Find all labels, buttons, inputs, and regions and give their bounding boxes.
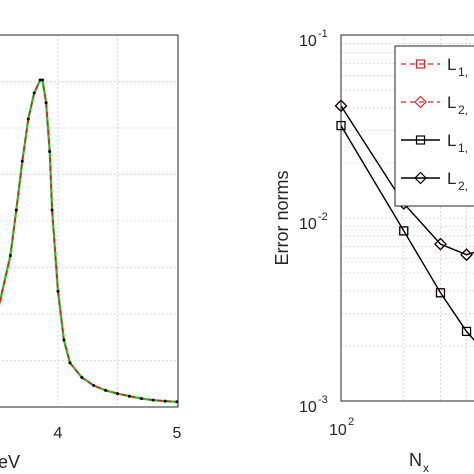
legend-label-subscript: 2, [458, 103, 468, 117]
left-series-point [68, 361, 72, 365]
left-series-point [41, 78, 45, 82]
right-series-marker [460, 248, 473, 262]
left-series-point [62, 338, 66, 342]
legend-label: L [447, 131, 456, 150]
y-tick-label-1e-2: 10 -2 [299, 211, 328, 233]
left-series-point [127, 394, 131, 398]
left-series-point [14, 208, 18, 212]
right-series-line-2 [340, 125, 474, 341]
right-series-marker [435, 288, 446, 298]
left-series-point [20, 159, 24, 163]
legend-marker [415, 59, 426, 69]
left-grid [0, 35, 178, 407]
right-x-axis-label: N x [409, 450, 429, 474]
left-x-tick-label: 5 [173, 425, 182, 442]
legend-label: L [447, 93, 456, 112]
left-series-point [56, 289, 60, 293]
y-tick-label-1e-1: 10 -1 [299, 28, 328, 50]
left-series-point [26, 117, 30, 121]
right-series-line-3 [340, 105, 474, 256]
y-tick-label-1e-3: 10 -3 [299, 394, 328, 416]
left-plot-frame [0, 34, 179, 408]
y-tick-exponent: -1 [318, 28, 328, 40]
right-y-axis-label: Error norms [272, 170, 292, 265]
left-series-point [50, 208, 54, 212]
y-tick-base: 10 [299, 216, 317, 233]
left-series-point [80, 375, 84, 379]
x-axis-label-subscript: x [423, 461, 429, 474]
legend-marker [415, 135, 426, 145]
left-series-point [116, 392, 119, 396]
left-x-axis-label: eV [0, 452, 20, 472]
right-series-marker [461, 326, 472, 337]
legend-label: L [447, 55, 456, 74]
left-x-tick-labels: 4 5 [54, 425, 182, 442]
left-series-point [139, 397, 143, 400]
right-panel: 10 -1 10 -2 10 -3 10 2 N x Error norms L… [272, 28, 474, 474]
left-series-point [38, 78, 42, 82]
left-series-point [92, 384, 96, 387]
left-series-point [48, 150, 52, 153]
y-tick-base: 10 [299, 33, 317, 50]
y-tick-base: 10 [299, 399, 317, 416]
legend-label-subscript: 1, [458, 65, 468, 79]
legend-box [394, 45, 474, 207]
x-tick-label-1e2: 10 2 [329, 416, 354, 439]
x-tick-base: 10 [329, 422, 347, 439]
x-axis-label-main: N [409, 450, 422, 470]
left-series-point [32, 91, 36, 95]
left-series-point [8, 254, 12, 257]
left-series-point [104, 388, 108, 392]
legend-label-subscript: 1, [458, 141, 468, 155]
right-series [334, 99, 474, 341]
y-tick-exponent: -2 [318, 211, 328, 223]
left-series-point [44, 101, 48, 105]
left-series-point [163, 399, 167, 403]
left-x-tick-label: 4 [54, 425, 63, 442]
left-panel: 4 5 eV [0, 34, 182, 472]
left-series [0, 78, 179, 404]
left-plot-area [0, 35, 178, 407]
right-plot-frame [340, 34, 474, 402]
legend-marker [414, 95, 427, 109]
legend-marker [414, 171, 427, 185]
x-tick-exponent: 2 [348, 416, 354, 428]
y-tick-exponent: -3 [318, 394, 328, 406]
legend-label-subscript: 2, [458, 179, 468, 193]
legend: L 1,L 2,L 1,L 2, [394, 45, 474, 207]
left-series-line-dashed [0, 79, 178, 403]
right-series-marker [399, 226, 409, 236]
right-series-marker [434, 237, 447, 251]
left-series-point [151, 398, 155, 402]
legend-label: L [447, 169, 456, 188]
